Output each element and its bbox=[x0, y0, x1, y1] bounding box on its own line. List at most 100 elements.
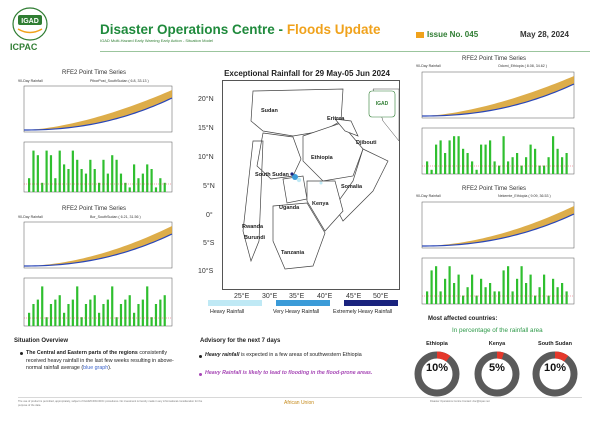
daily-rain-bar bbox=[556, 287, 559, 304]
daily-rain-bar bbox=[106, 173, 109, 192]
chart-panel-title: RFE2 Point Time Series bbox=[461, 56, 527, 62]
daily-rain-bar bbox=[543, 274, 546, 304]
igad-logo-text: IGAD bbox=[21, 18, 39, 25]
donut-segment bbox=[474, 351, 520, 397]
daily-rain-bar bbox=[507, 161, 510, 174]
lon-tick: 45°E bbox=[346, 293, 362, 300]
daily-rain-bar bbox=[133, 312, 136, 326]
daily-rain-bar bbox=[41, 182, 44, 192]
daily-rain-bar bbox=[471, 274, 474, 304]
daily-rain-bar bbox=[493, 291, 496, 304]
plot-frame bbox=[23, 221, 173, 269]
lon-tick: 25°E bbox=[234, 293, 250, 300]
daily-rain-bar bbox=[119, 173, 123, 192]
daily-rain-bar bbox=[137, 178, 140, 192]
daily-rain-bar bbox=[457, 136, 460, 174]
daily-rain-bar bbox=[106, 299, 109, 326]
daily-rain-bar bbox=[480, 144, 483, 174]
footer-divider bbox=[18, 397, 582, 398]
normal-line bbox=[421, 83, 575, 117]
legend-label: Very Heavy Rainfall bbox=[273, 309, 320, 315]
daily-rain-bar bbox=[457, 274, 460, 304]
chart-panel-title: RFE2 Point Time Series bbox=[61, 70, 127, 76]
advisory-title: Advisory for the next 7 days bbox=[200, 338, 281, 344]
donut-track bbox=[532, 351, 578, 397]
daily-rain-bar bbox=[84, 304, 88, 326]
daily-rain-bar bbox=[54, 299, 57, 326]
rain-spot bbox=[296, 177, 302, 183]
country-label: South Sudan bbox=[255, 172, 289, 178]
daily-rain-bar bbox=[36, 299, 39, 326]
lat-tick: 10°N bbox=[198, 154, 214, 161]
donut-chart bbox=[414, 351, 460, 397]
daily-rain-bar bbox=[475, 295, 478, 304]
daily-rain-bar bbox=[98, 312, 101, 326]
issue-number: Issue No. 045 bbox=[416, 30, 478, 39]
normal-line bbox=[421, 213, 575, 247]
daily-rain-bar bbox=[547, 295, 550, 304]
daily-rain-bar bbox=[80, 169, 83, 192]
daily-rain-bar bbox=[453, 283, 456, 304]
daily-rain-bar bbox=[565, 291, 568, 304]
daily-rain-bar bbox=[565, 153, 568, 174]
ninety-day-label: 90-Day Rainfall bbox=[18, 215, 43, 219]
daily-rain-bar bbox=[547, 157, 550, 174]
lat-tick: 15°N bbox=[198, 125, 214, 132]
daily-rain-bar bbox=[466, 287, 469, 304]
map-shapes: IGAD bbox=[242, 88, 399, 270]
station-label: PiborPost_SouthSudan ( 6.8, 33.13 ) bbox=[90, 79, 149, 83]
daily-rain-bar bbox=[102, 159, 105, 192]
donut-chart bbox=[474, 351, 520, 397]
page-title: Disaster Operations Centre - Floods Upda… bbox=[100, 22, 381, 37]
daily-rain-bar bbox=[119, 304, 123, 326]
daily-rain-bar bbox=[502, 136, 505, 174]
daily-rain-bar bbox=[462, 295, 465, 304]
rainfall-map: IGAD bbox=[222, 80, 400, 290]
daily-rain-bar bbox=[32, 150, 35, 192]
daily-rain-bar bbox=[426, 161, 429, 174]
map-igad-logo bbox=[368, 90, 396, 118]
daily-rain-bar bbox=[124, 299, 127, 326]
daily-rain-bar bbox=[444, 153, 447, 174]
daily-rain-bar bbox=[141, 299, 144, 326]
daily-rain-bar bbox=[430, 270, 433, 304]
daily-rain-bar bbox=[507, 266, 510, 304]
daily-rain-bar bbox=[471, 161, 474, 174]
lon-tick: 40°E bbox=[317, 293, 333, 300]
daily-rain-bar bbox=[439, 140, 442, 174]
lon-tick: 35°E bbox=[289, 293, 305, 300]
country-name: South Sudan bbox=[538, 341, 572, 347]
daily-rain-bar bbox=[76, 159, 79, 192]
time-series-chart bbox=[23, 221, 173, 327]
daily-rain-bar bbox=[159, 299, 162, 326]
donut-chart bbox=[532, 351, 578, 397]
daily-rain-bar bbox=[71, 150, 74, 192]
map-igad-logo-text: IGAD bbox=[376, 101, 389, 107]
daily-rain-bar bbox=[538, 165, 541, 174]
affected-title: Most affected countries: bbox=[428, 316, 498, 322]
igad-logo: IGAD bbox=[12, 7, 48, 41]
chart-panel-3: RFE2 Point Time Series 90-Day Rainfall O… bbox=[408, 56, 580, 184]
daily-rain-bar bbox=[498, 165, 501, 174]
daily-rain-bar bbox=[150, 317, 153, 326]
legend-label: Extremely Heavy Rainfall bbox=[333, 309, 393, 315]
daily-rain-bar bbox=[435, 144, 438, 174]
country-name: Ethiopia bbox=[426, 341, 448, 347]
daily-rain-bar bbox=[49, 155, 53, 192]
daily-rain-bar bbox=[67, 169, 70, 192]
issue-date: May 28, 2024 bbox=[520, 30, 569, 39]
plot-frame bbox=[421, 201, 575, 249]
bullet bbox=[199, 355, 202, 358]
daily-rain-bar bbox=[448, 266, 451, 304]
daily-rain-bar bbox=[480, 278, 483, 304]
lat-tick: 5°S bbox=[203, 240, 215, 247]
daily-rain-bar bbox=[516, 278, 519, 304]
donut-track bbox=[414, 351, 460, 397]
percent-value: 10% bbox=[543, 362, 567, 374]
advisory-item-flood: Heavy Rainfall is likely to lead to floo… bbox=[205, 370, 373, 376]
daily-rain-bar bbox=[163, 182, 166, 192]
daily-rain-bar bbox=[133, 164, 136, 192]
donut-track bbox=[474, 351, 520, 397]
issue-icon bbox=[416, 31, 424, 38]
daily-rain-bar bbox=[484, 144, 487, 174]
